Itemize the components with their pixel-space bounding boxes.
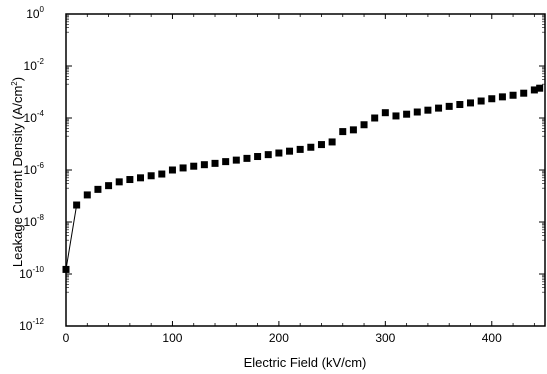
data-point bbox=[254, 153, 262, 161]
data-point bbox=[168, 166, 176, 174]
trace-line bbox=[65, 204, 78, 270]
data-point bbox=[339, 128, 347, 136]
data-point bbox=[349, 126, 357, 134]
data-point bbox=[530, 86, 538, 94]
data-point bbox=[275, 149, 283, 157]
data-point bbox=[477, 97, 485, 105]
x-tick-label: 400 bbox=[482, 331, 502, 345]
data-point bbox=[456, 101, 464, 109]
y-axis-ticks: 100 10-2 10-4 10-6 10-8 10-10 10-12 bbox=[19, 5, 545, 333]
y-tick-label: 10-10 bbox=[19, 265, 44, 281]
data-point bbox=[424, 106, 432, 114]
data-point bbox=[371, 114, 379, 122]
y-tick-label: 100 bbox=[26, 5, 44, 21]
data-markers bbox=[62, 84, 544, 273]
y-tick-label: 10-2 bbox=[24, 57, 45, 73]
x-axis-title: Electric Field (kV/cm) bbox=[244, 355, 367, 370]
data-point bbox=[466, 99, 474, 107]
data-point bbox=[200, 161, 208, 169]
data-point bbox=[520, 89, 528, 97]
y-tick-label: 10-6 bbox=[24, 161, 45, 177]
data-point bbox=[307, 143, 315, 151]
data-point bbox=[317, 141, 325, 149]
data-point bbox=[94, 185, 102, 193]
data-point bbox=[536, 84, 544, 92]
plot-border bbox=[65, 13, 546, 327]
y-tick-label: 10-4 bbox=[24, 109, 45, 125]
data-point bbox=[83, 191, 91, 199]
data-point bbox=[445, 102, 453, 110]
x-tick-label: 0 bbox=[63, 331, 70, 345]
x-tick-label: 100 bbox=[162, 331, 182, 345]
data-point bbox=[73, 201, 81, 209]
data-point bbox=[509, 91, 517, 99]
data-point bbox=[158, 170, 166, 178]
data-point bbox=[147, 172, 155, 180]
data-point bbox=[62, 265, 70, 273]
y-axis-title-main: Leakage Current Density (A/cm bbox=[10, 86, 25, 267]
data-point bbox=[360, 121, 368, 129]
data-point bbox=[179, 164, 187, 172]
data-point bbox=[413, 108, 421, 116]
x-axis-ticks: 0 100 200 300 400 bbox=[63, 14, 535, 345]
data-point bbox=[328, 138, 336, 146]
data-point bbox=[115, 178, 123, 186]
data-point bbox=[222, 158, 230, 166]
data-point bbox=[488, 95, 496, 103]
data-point bbox=[392, 112, 400, 120]
y-tick-label: 10-8 bbox=[24, 213, 45, 229]
data-trace bbox=[65, 204, 78, 270]
y-axis-title-close: ) bbox=[10, 77, 25, 81]
plot-frame bbox=[65, 13, 546, 327]
data-point bbox=[264, 151, 272, 159]
y-tick-label: 10-12 bbox=[19, 317, 44, 333]
data-point bbox=[403, 110, 411, 118]
data-point bbox=[211, 159, 219, 167]
y-axis-title: Leakage Current Density (A/cm2) bbox=[10, 77, 25, 267]
data-point bbox=[190, 162, 198, 170]
x-tick-label: 300 bbox=[375, 331, 395, 345]
data-point bbox=[286, 147, 294, 155]
data-point bbox=[126, 176, 134, 184]
data-point bbox=[296, 145, 304, 153]
x-tick-label: 200 bbox=[269, 331, 289, 345]
data-point bbox=[105, 182, 113, 190]
data-point bbox=[243, 154, 251, 162]
data-point bbox=[435, 104, 443, 112]
data-point bbox=[232, 156, 240, 164]
y-axis-title-superscript: 2 bbox=[10, 81, 19, 86]
data-point bbox=[137, 174, 145, 182]
data-point bbox=[498, 93, 506, 101]
data-point bbox=[381, 109, 389, 117]
